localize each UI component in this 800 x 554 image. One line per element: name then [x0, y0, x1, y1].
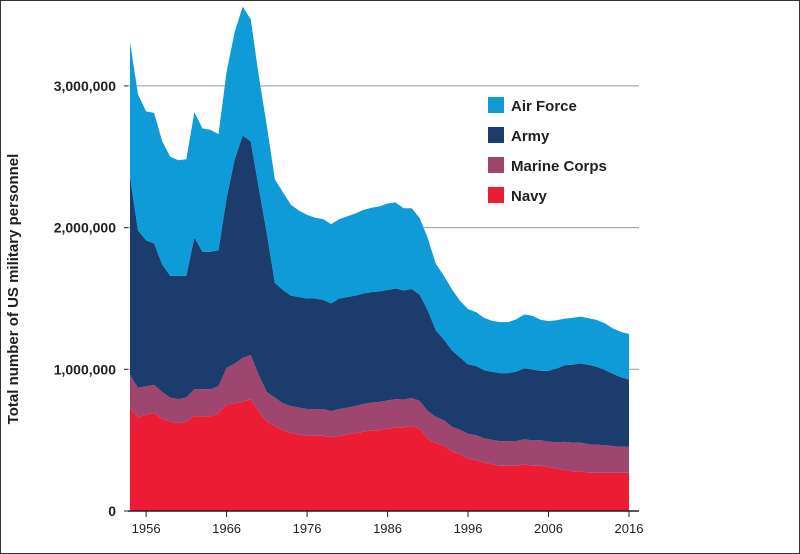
legend-label-marine-corps: Marine Corps	[511, 158, 607, 175]
y-axis-ticks: 0 1,000,000 2,000,000 3,000,000	[54, 78, 128, 519]
legend-swatch-air-force	[488, 97, 504, 113]
y-tick-label-2: 2,000,000	[54, 220, 116, 236]
x-tick-label-2006: 2006	[534, 521, 563, 536]
x-tick-label-1996: 1996	[454, 521, 483, 536]
area-army	[130, 135, 629, 447]
legend-swatch-navy	[488, 187, 504, 203]
y-tick-label-3: 3,000,000	[54, 78, 116, 94]
y-tick-label-0: 0	[108, 503, 116, 519]
x-tick-label-1986: 1986	[373, 521, 402, 536]
y-tick-label-1: 1,000,000	[54, 361, 116, 377]
area-series-group	[130, 6, 629, 511]
legend: Air Force Army Marine Corps Navy	[488, 97, 607, 205]
area-navy	[130, 399, 629, 511]
legend-swatch-army	[488, 127, 504, 143]
x-tick-label-1956: 1956	[132, 521, 161, 536]
x-tick-label-2016: 2016	[615, 521, 644, 536]
x-axis-ticks: 1956 1966 1976 1986 1996 2006 2016	[132, 511, 644, 536]
legend-label-air-force: Air Force	[511, 98, 577, 115]
x-tick-label-1966: 1966	[212, 521, 241, 536]
area-marine-corps	[130, 355, 629, 473]
y-axis-label: Total number of US military personnel	[5, 154, 22, 425]
legend-label-navy: Navy	[511, 188, 548, 205]
area-air-force	[130, 6, 629, 380]
legend-swatch-marine-corps	[488, 157, 504, 173]
legend-label-army: Army	[511, 128, 550, 145]
x-tick-label-1976: 1976	[293, 521, 322, 536]
